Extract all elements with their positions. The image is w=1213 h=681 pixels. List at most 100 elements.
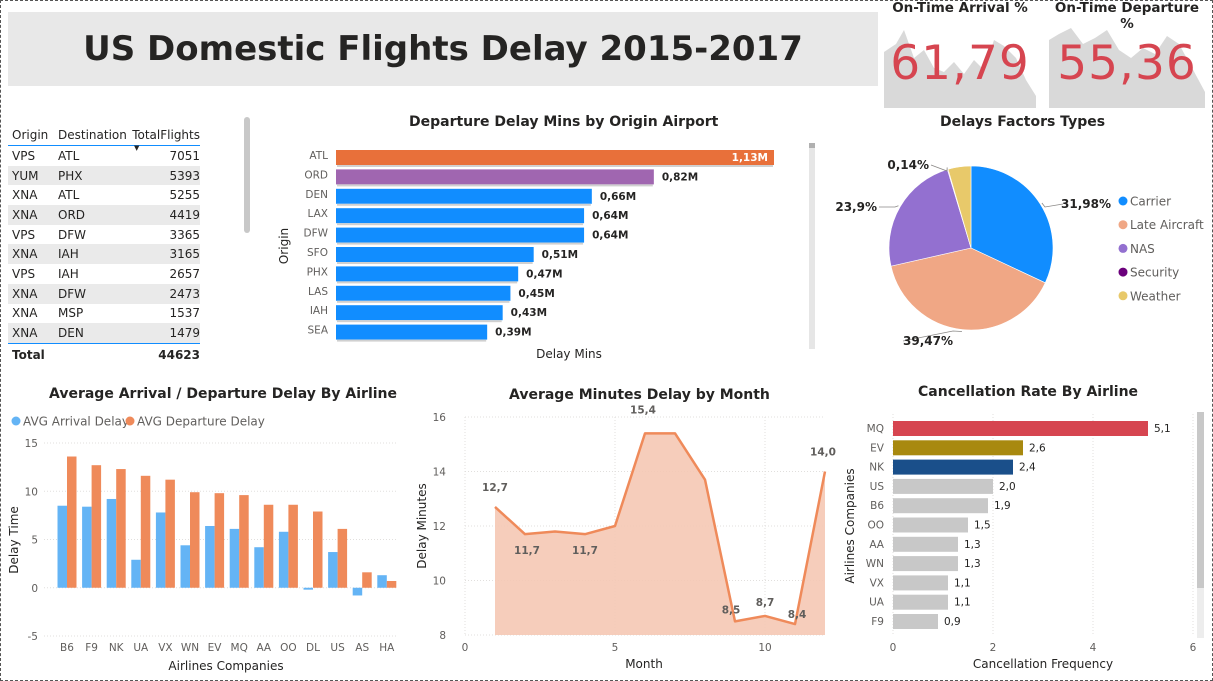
- cancellation-rate-chart: 0 2 4 6 MQ 5,1 EV 2,6 NK 2,4 US 2,0 B6 1,9 OO 1,5 AA 1,3 W…: [843, 412, 1204, 671]
- x-tick-label: HA: [379, 642, 395, 654]
- bar: [336, 324, 488, 340]
- table-row[interactable]: XNA DFW 2473: [8, 283, 200, 304]
- bar: [278, 531, 289, 588]
- monthly-delay-chart: 8 10 12 14 16 0 5 10 12,7 11,7 11,7 15,4 8,5 8,7 8,4 14…: [415, 404, 836, 671]
- cell-destination: IAH: [58, 266, 79, 281]
- legend-label: Late Aircraft: [1130, 218, 1204, 232]
- y-tick-label: 0: [31, 583, 38, 595]
- cell-destination: ATL: [58, 188, 80, 203]
- bar: [893, 556, 958, 572]
- bar: [352, 587, 363, 596]
- kpi-on-time-departure[interactable]: On-Time Departure % 55,36: [1049, 0, 1205, 108]
- table-row[interactable]: XNA ATL 5255: [8, 185, 200, 205]
- bar: [214, 493, 225, 588]
- x-tick-label: 0: [890, 642, 897, 654]
- x-tick-label: AS: [355, 642, 369, 654]
- table-total-row: Total 44623: [8, 342, 200, 366]
- y-tick-label: WN: [866, 558, 884, 570]
- data-label: 0,14%: [887, 158, 929, 172]
- cell-origin: XNA: [12, 286, 38, 301]
- x-tick-label: 0: [462, 642, 469, 654]
- bar: [336, 150, 774, 165]
- leader-line: [930, 164, 948, 172]
- column-header-origin[interactable]: Origin: [12, 128, 49, 142]
- bar: [106, 498, 117, 588]
- bar: [337, 528, 348, 588]
- kpi-departure-value: 55,36: [1057, 36, 1197, 91]
- table-row[interactable]: VPS ATL 7051: [8, 146, 200, 166]
- table-row[interactable]: XNA ORD 4419: [8, 205, 200, 225]
- bar: [155, 512, 166, 588]
- kpi-on-time-arrival[interactable]: On-Time Arrival % 61,79: [884, 0, 1036, 108]
- legend-marker: [1118, 196, 1128, 206]
- legend-marker: [1118, 243, 1128, 253]
- table-row[interactable]: VPS IAH 2657: [8, 264, 200, 284]
- bar: [336, 188, 592, 204]
- table-row[interactable]: XNA IAH 3165: [8, 244, 200, 265]
- column-header-totalflights[interactable]: TotalFlights ▼: [130, 128, 200, 152]
- data-label: 2,4: [1019, 462, 1036, 474]
- area-fill: [495, 433, 825, 635]
- table-row[interactable]: XNA DEN 1479: [8, 323, 200, 343]
- data-label: 8,7: [756, 597, 775, 609]
- cell-totalflights: 3365: [169, 227, 200, 242]
- y-tick-label: DFW: [303, 228, 328, 240]
- table-row[interactable]: XNA MSP 1537: [8, 304, 200, 324]
- y-tick-label: 8: [439, 630, 446, 642]
- table-row[interactable]: VPS DFW 3365: [8, 225, 200, 245]
- leader-line: [879, 205, 899, 208]
- column-header-destination[interactable]: Destination: [58, 128, 127, 142]
- y-tick-label: 10: [433, 576, 446, 588]
- x-tick-label: 6: [1190, 642, 1197, 654]
- pie-slice: [888, 169, 972, 267]
- column-header-totalflights-label: TotalFlights: [132, 128, 200, 142]
- cell-totalflights: 3165: [169, 247, 200, 262]
- data-label: 0,47M: [526, 268, 562, 280]
- data-label: 0,64M: [592, 210, 628, 222]
- y-tick-label: -5: [28, 631, 38, 643]
- data-label: 23,9%: [835, 200, 877, 214]
- cell-totalflights: 1479: [169, 326, 200, 341]
- bar: [336, 305, 503, 321]
- cell-origin: XNA: [12, 188, 38, 203]
- cell-origin: YUM: [12, 168, 39, 183]
- bar-shadow: [337, 184, 653, 187]
- data-label: 0,43M: [511, 307, 547, 319]
- bar: [893, 440, 1023, 456]
- cell-totalflights: 5255: [169, 188, 200, 203]
- x-axis-title: Cancellation Frequency: [973, 657, 1113, 671]
- bar: [336, 247, 534, 262]
- data-label: 12,7: [482, 482, 508, 494]
- bar: [893, 498, 988, 514]
- routes-table[interactable]: Origin Destination TotalFlights ▼ VPS ATL…: [8, 116, 200, 366]
- bar: [288, 504, 298, 588]
- cell-totalflights: 7051: [169, 148, 200, 163]
- y-tick-label: NK: [869, 462, 885, 474]
- cell-origin: XNA: [12, 326, 38, 341]
- table-row[interactable]: YUM PHX 5393: [8, 165, 200, 186]
- bar: [180, 545, 190, 588]
- x-tick-label: NK: [109, 642, 125, 654]
- y-tick-label: DEN: [305, 189, 328, 201]
- cell-destination: DFW: [58, 227, 87, 242]
- bar: [57, 505, 67, 588]
- bar: [313, 511, 323, 588]
- y-tick-label: US: [870, 481, 885, 493]
- data-label: 11,7: [572, 545, 598, 557]
- x-tick-label: US: [330, 642, 345, 654]
- x-axis-title: Delay Mins: [536, 347, 602, 361]
- y-tick-label: 16: [433, 412, 447, 424]
- avg-delay-airline-chart: AVG Arrival Delay AVG Departure Delay -5 0 5…: [7, 415, 398, 673]
- bar: [893, 478, 993, 494]
- data-label: 0,39M: [495, 327, 531, 339]
- pie-slice: [947, 165, 972, 249]
- data-label: 15,4: [630, 404, 656, 416]
- bar: [377, 575, 387, 588]
- y-tick-label: 14: [433, 467, 447, 479]
- cancellation-rate-title: Cancellation Rate By Airline: [918, 384, 1139, 400]
- x-tick-label: EV: [208, 642, 223, 654]
- table-scrollbar[interactable]: [244, 117, 250, 233]
- legend-marker: [1118, 267, 1128, 277]
- legend-label: AVG Arrival Delay: [23, 415, 129, 429]
- y-tick-label: VX: [870, 577, 884, 589]
